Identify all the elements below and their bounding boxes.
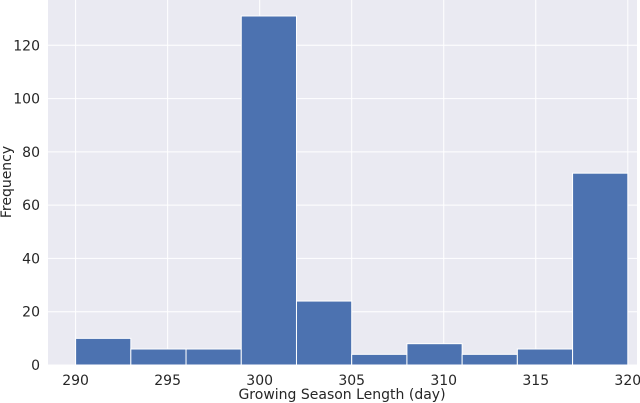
histogram-bar-3: [240, 15, 297, 366]
histogram-bar-7: [461, 353, 518, 366]
x-tick-label-6: 320: [614, 373, 640, 389]
y-tick-label-2: 40: [22, 251, 40, 267]
histogram-bar-4: [295, 300, 353, 366]
y-tick-label-6: 120: [13, 38, 40, 54]
x-tick-label-3: 305: [338, 373, 365, 389]
y-tick-label-0: 0: [31, 358, 40, 374]
y-tick-label-1: 20: [22, 305, 40, 321]
x-tick-label-2: 300: [246, 373, 273, 389]
x-tick-label-4: 310: [430, 373, 457, 389]
x-tick-label-0: 290: [62, 373, 89, 389]
bars: [75, 15, 629, 366]
x-tick-labels: 290 295 300 305 310 315 320: [62, 373, 640, 389]
histogram-bar-5: [351, 353, 408, 366]
x-tick-label-5: 315: [522, 373, 549, 389]
histogram-bar-2: [185, 348, 242, 366]
histogram-bar-8: [516, 348, 574, 366]
y-tick-labels: 0 20 40 60 80 100 120: [13, 38, 40, 374]
y-axis-label: Frequency: [0, 146, 15, 218]
y-tick-label-5: 100: [13, 92, 40, 108]
histogram-bar-1: [130, 348, 187, 366]
x-tick-label-1: 295: [154, 373, 181, 389]
histogram-bar-6: [406, 343, 463, 366]
histogram-bar-9: [572, 172, 629, 366]
x-axis-label: Growing Season Length (day): [238, 387, 445, 403]
histogram-bar-0: [75, 337, 132, 366]
y-tick-label-4: 80: [22, 145, 40, 161]
y-tick-label-3: 60: [22, 198, 40, 214]
